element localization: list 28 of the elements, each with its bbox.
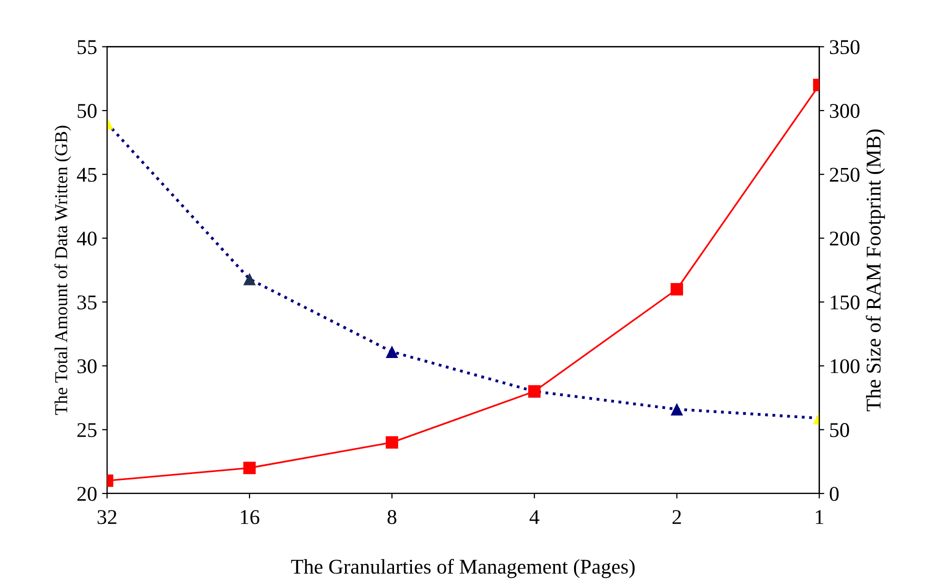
x-tick-label: 1 [816,510,824,524]
y2-tick-label: 50 [830,423,850,438]
x-tick-label: 4 [530,510,540,524]
y-tick-label: 50 [78,104,97,118]
y-tick-label: 40 [76,232,97,246]
y2-tick-label: 150 [830,295,860,310]
y2-tick-label: 250 [830,168,860,182]
y2-axis-title: The Size of RAM Footprint (MB) [866,130,885,412]
y-tick-label: 55 [78,40,97,54]
y-tick-label: 35 [78,295,97,310]
x-tick-label: 16 [240,510,260,524]
y2-tick-label: 300 [830,104,860,118]
point [386,436,398,449]
y-axis-title: The Total Amount of Data Written (GB) [54,126,71,415]
y-tick-label: 30 [78,359,97,374]
y-tick-label: 45 [76,168,97,182]
y2-tick-label: 0 [830,486,839,501]
point [386,346,398,358]
y-tick-label: 20 [77,486,97,501]
x-tick-label: 32 [98,510,116,524]
point [243,272,256,286]
y2-tick-label: 200 [830,232,860,246]
y2-tick-label: 100 [830,359,860,374]
x-axis-title: The Granularties of Management (Pages) [291,558,635,578]
x-tick-label: 8 [388,510,396,524]
y2-tick-label: 350 [830,40,860,54]
y-tick-label: 25 [77,423,97,438]
x-tick-label: 2 [672,510,681,524]
